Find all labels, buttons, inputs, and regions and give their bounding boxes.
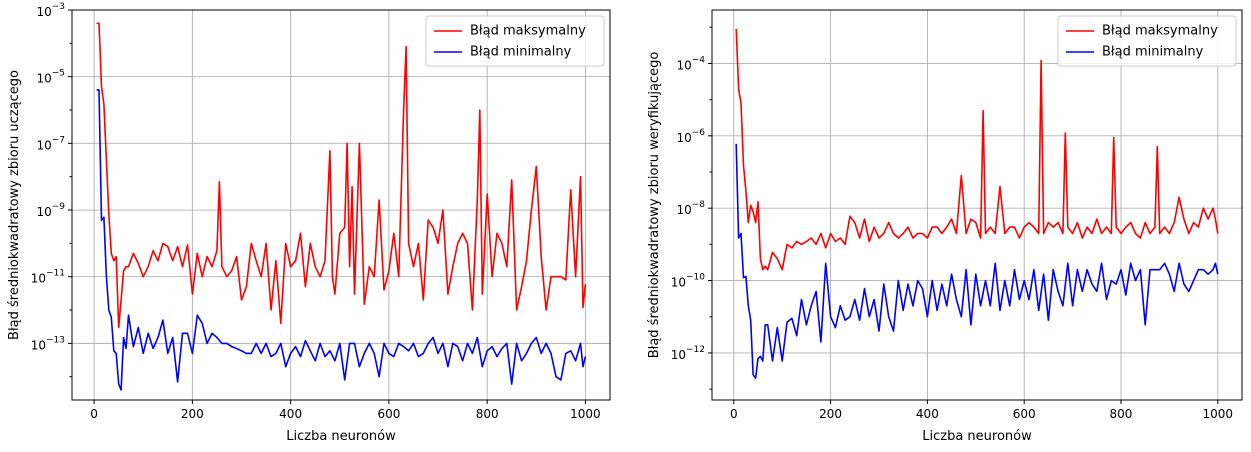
series-line-max	[96, 22, 587, 329]
legend-box	[1057, 15, 1237, 67]
y-axis-label: Błąd średniokwadratowy zbioru weryfikują…	[647, 52, 662, 359]
y-tick-label: 10−9	[36, 202, 65, 219]
axes-frame	[711, 9, 1243, 401]
series-line-min	[96, 89, 587, 391]
y-tick-label: 10−10	[671, 272, 706, 289]
y-tick-label: 10−7	[36, 135, 65, 152]
plot-area	[712, 10, 1242, 400]
x-tick-label: 400	[279, 407, 302, 421]
x-axis-label: Liczba neuronów	[922, 429, 1032, 444]
legend: Błąd maksymalny Błąd minimalny	[425, 15, 605, 67]
series-line-min	[735, 143, 1219, 380]
y-tick-label: 10−12	[671, 344, 705, 361]
y-axis-label: Błąd średniokwadratowy zbioru uczącego	[7, 70, 22, 340]
y-tick-label: 10−13	[31, 335, 65, 352]
y-tick-label: 10−4	[676, 55, 705, 72]
y-tick-label: 10−11	[31, 268, 65, 285]
x-tick-label: 0	[730, 407, 738, 421]
legend-entry: Błąd minimalny	[470, 45, 572, 60]
x-tick-label: 800	[1110, 407, 1133, 421]
y-tick-label: 10−5	[36, 68, 65, 85]
legend-box	[425, 15, 605, 67]
x-tick-label: 1000	[1203, 407, 1234, 421]
y-tick-label: 10−3	[36, 2, 65, 19]
plot-area	[72, 10, 610, 400]
y-tick-label: 10−8	[676, 200, 705, 217]
x-tick-label: 1000	[570, 407, 601, 421]
legend-entry: Błąd maksymalny	[470, 24, 586, 39]
x-tick-label: 200	[819, 407, 842, 421]
x-tick-label: 800	[476, 407, 499, 421]
y-tick-label: 10−6	[676, 127, 705, 144]
legend-entry: Błąd minimalny	[1102, 45, 1204, 60]
x-tick-label: 200	[181, 407, 204, 421]
x-tick-label: 600	[1013, 407, 1036, 421]
x-axis-label: Liczba neuronów	[286, 429, 396, 444]
x-tick-label: 400	[916, 407, 939, 421]
chart-training-error: 0 200 400 600 800 1000 10−13 10−11 10−9 10−7 10−5 1…	[7, 2, 611, 444]
legend: Błąd maksymalny Błąd minimalny	[1057, 15, 1237, 67]
legend-entry: Błąd maksymalny	[1102, 24, 1218, 39]
axes-frame	[71, 9, 611, 401]
x-tick-label: 600	[377, 407, 400, 421]
chart-validation-error: 0 200 400 600 800 1000 10−12 10−10 10−8 10−6 10−4 L…	[647, 9, 1243, 444]
series-line-max	[735, 28, 1219, 271]
x-tick-label: 0	[90, 407, 98, 421]
